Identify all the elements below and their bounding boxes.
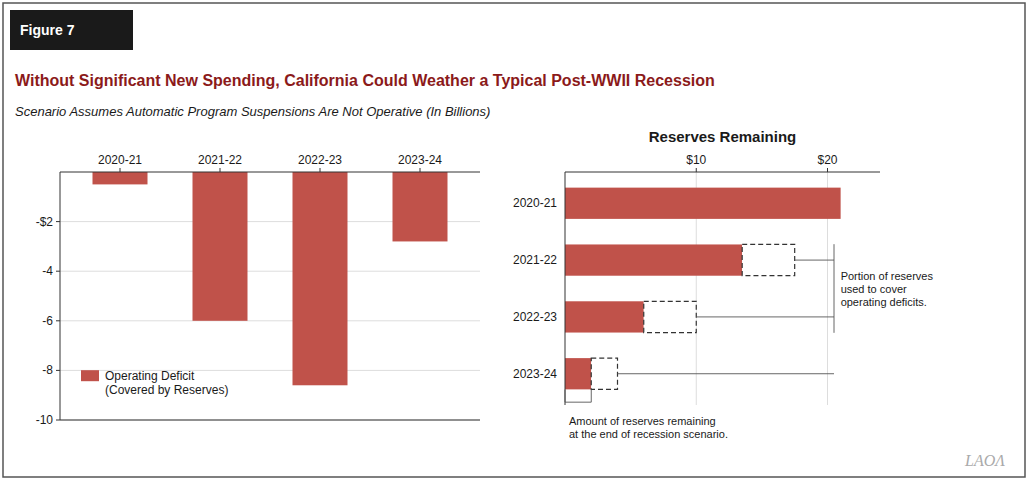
- deficit-box: [591, 358, 617, 389]
- grid-line: [60, 420, 480, 421]
- category-label: 2023-24: [398, 153, 442, 167]
- tick-label: -10: [36, 413, 54, 427]
- legend: Operating Deficit(Covered by Reserves): [81, 369, 228, 397]
- border: [3, 3, 1025, 477]
- figure: Figure 7 Without Significant New Spending…: [0, 0, 1028, 480]
- category-label: 2023-24: [513, 367, 557, 381]
- chart-title: Reserves Remaining: [649, 128, 797, 145]
- legend-label: Operating Deficit(Covered by Reserves): [105, 369, 228, 397]
- annotation-bracket: [834, 244, 835, 333]
- grid-line: [60, 271, 480, 272]
- y-axis-line: [60, 172, 61, 420]
- tick-label: -4: [42, 264, 53, 278]
- right-chart: Reserves Remaining $10 $20 2020-21 2021-22 20…: [513, 128, 933, 440]
- tick-label: -6: [42, 314, 53, 328]
- background: [0, 0, 1028, 480]
- bar: [293, 172, 348, 385]
- y-axis-line: [565, 172, 566, 405]
- tick-mark: [120, 168, 121, 172]
- tick-mark: [56, 320, 60, 321]
- category-label: 2020-21: [513, 196, 557, 210]
- tick-mark: [220, 168, 221, 172]
- tick-mark: [56, 221, 60, 222]
- x-axis-line: [60, 172, 480, 173]
- bar: [565, 358, 591, 389]
- title: Without Significant New Spending, Califo…: [15, 72, 715, 89]
- category-label: 2022-23: [513, 310, 557, 324]
- category-label: 2021-22: [198, 153, 242, 167]
- legend-swatch: [81, 370, 99, 381]
- left-chart: -$2 -4 -6 -8 -10 2020-21 2021-22 2022-23 2023-24…: [36, 153, 480, 427]
- tick-mark: [56, 420, 60, 421]
- x-axis-line: [565, 172, 880, 173]
- tick-mark: [420, 168, 421, 172]
- deficit-box: [742, 244, 795, 275]
- tick-label: $20: [817, 153, 837, 167]
- deficit-box: [644, 301, 697, 332]
- bar: [193, 172, 248, 321]
- annotation-leader: [618, 373, 835, 374]
- bar: [565, 188, 841, 219]
- annotations: Portion of reservesused to coveroperatin…: [565, 244, 933, 439]
- bars: [93, 172, 448, 385]
- category-label: 2021-22: [513, 253, 557, 267]
- bars: [565, 188, 841, 390]
- bar: [93, 172, 148, 184]
- tick-mark: [827, 168, 828, 172]
- tick-mark: [56, 271, 60, 272]
- bar: [393, 172, 448, 241]
- bar: [565, 301, 644, 332]
- annotation-bracket: [565, 390, 591, 403]
- bottom-axis-line: [60, 420, 480, 421]
- annotation-text: Amount of reserves remainingat the end o…: [569, 415, 728, 440]
- annotation-leader: [696, 316, 834, 317]
- tick-label: $10: [686, 153, 706, 167]
- subtitle: Scenario Assumes Automatic Program Suspe…: [15, 104, 490, 119]
- deficit-box: [840, 188, 841, 219]
- annotation-text: Portion of reservesused to coveroperatin…: [841, 270, 934, 308]
- annotation-leader: [795, 260, 834, 261]
- figure-label-box: [10, 10, 133, 50]
- category-label: 2020-21: [98, 153, 142, 167]
- tick-mark: [696, 168, 697, 172]
- bar: [565, 244, 742, 275]
- tick-mark: [56, 370, 60, 371]
- figure-label: Figure 7: [20, 22, 75, 38]
- tick-mark: [320, 168, 321, 172]
- tick-label: -$2: [36, 215, 54, 229]
- category-label: 2022-23: [298, 153, 342, 167]
- watermark: LAOΛ: [964, 452, 1005, 469]
- grid-line: [60, 320, 480, 321]
- tick-label: -8: [42, 363, 53, 377]
